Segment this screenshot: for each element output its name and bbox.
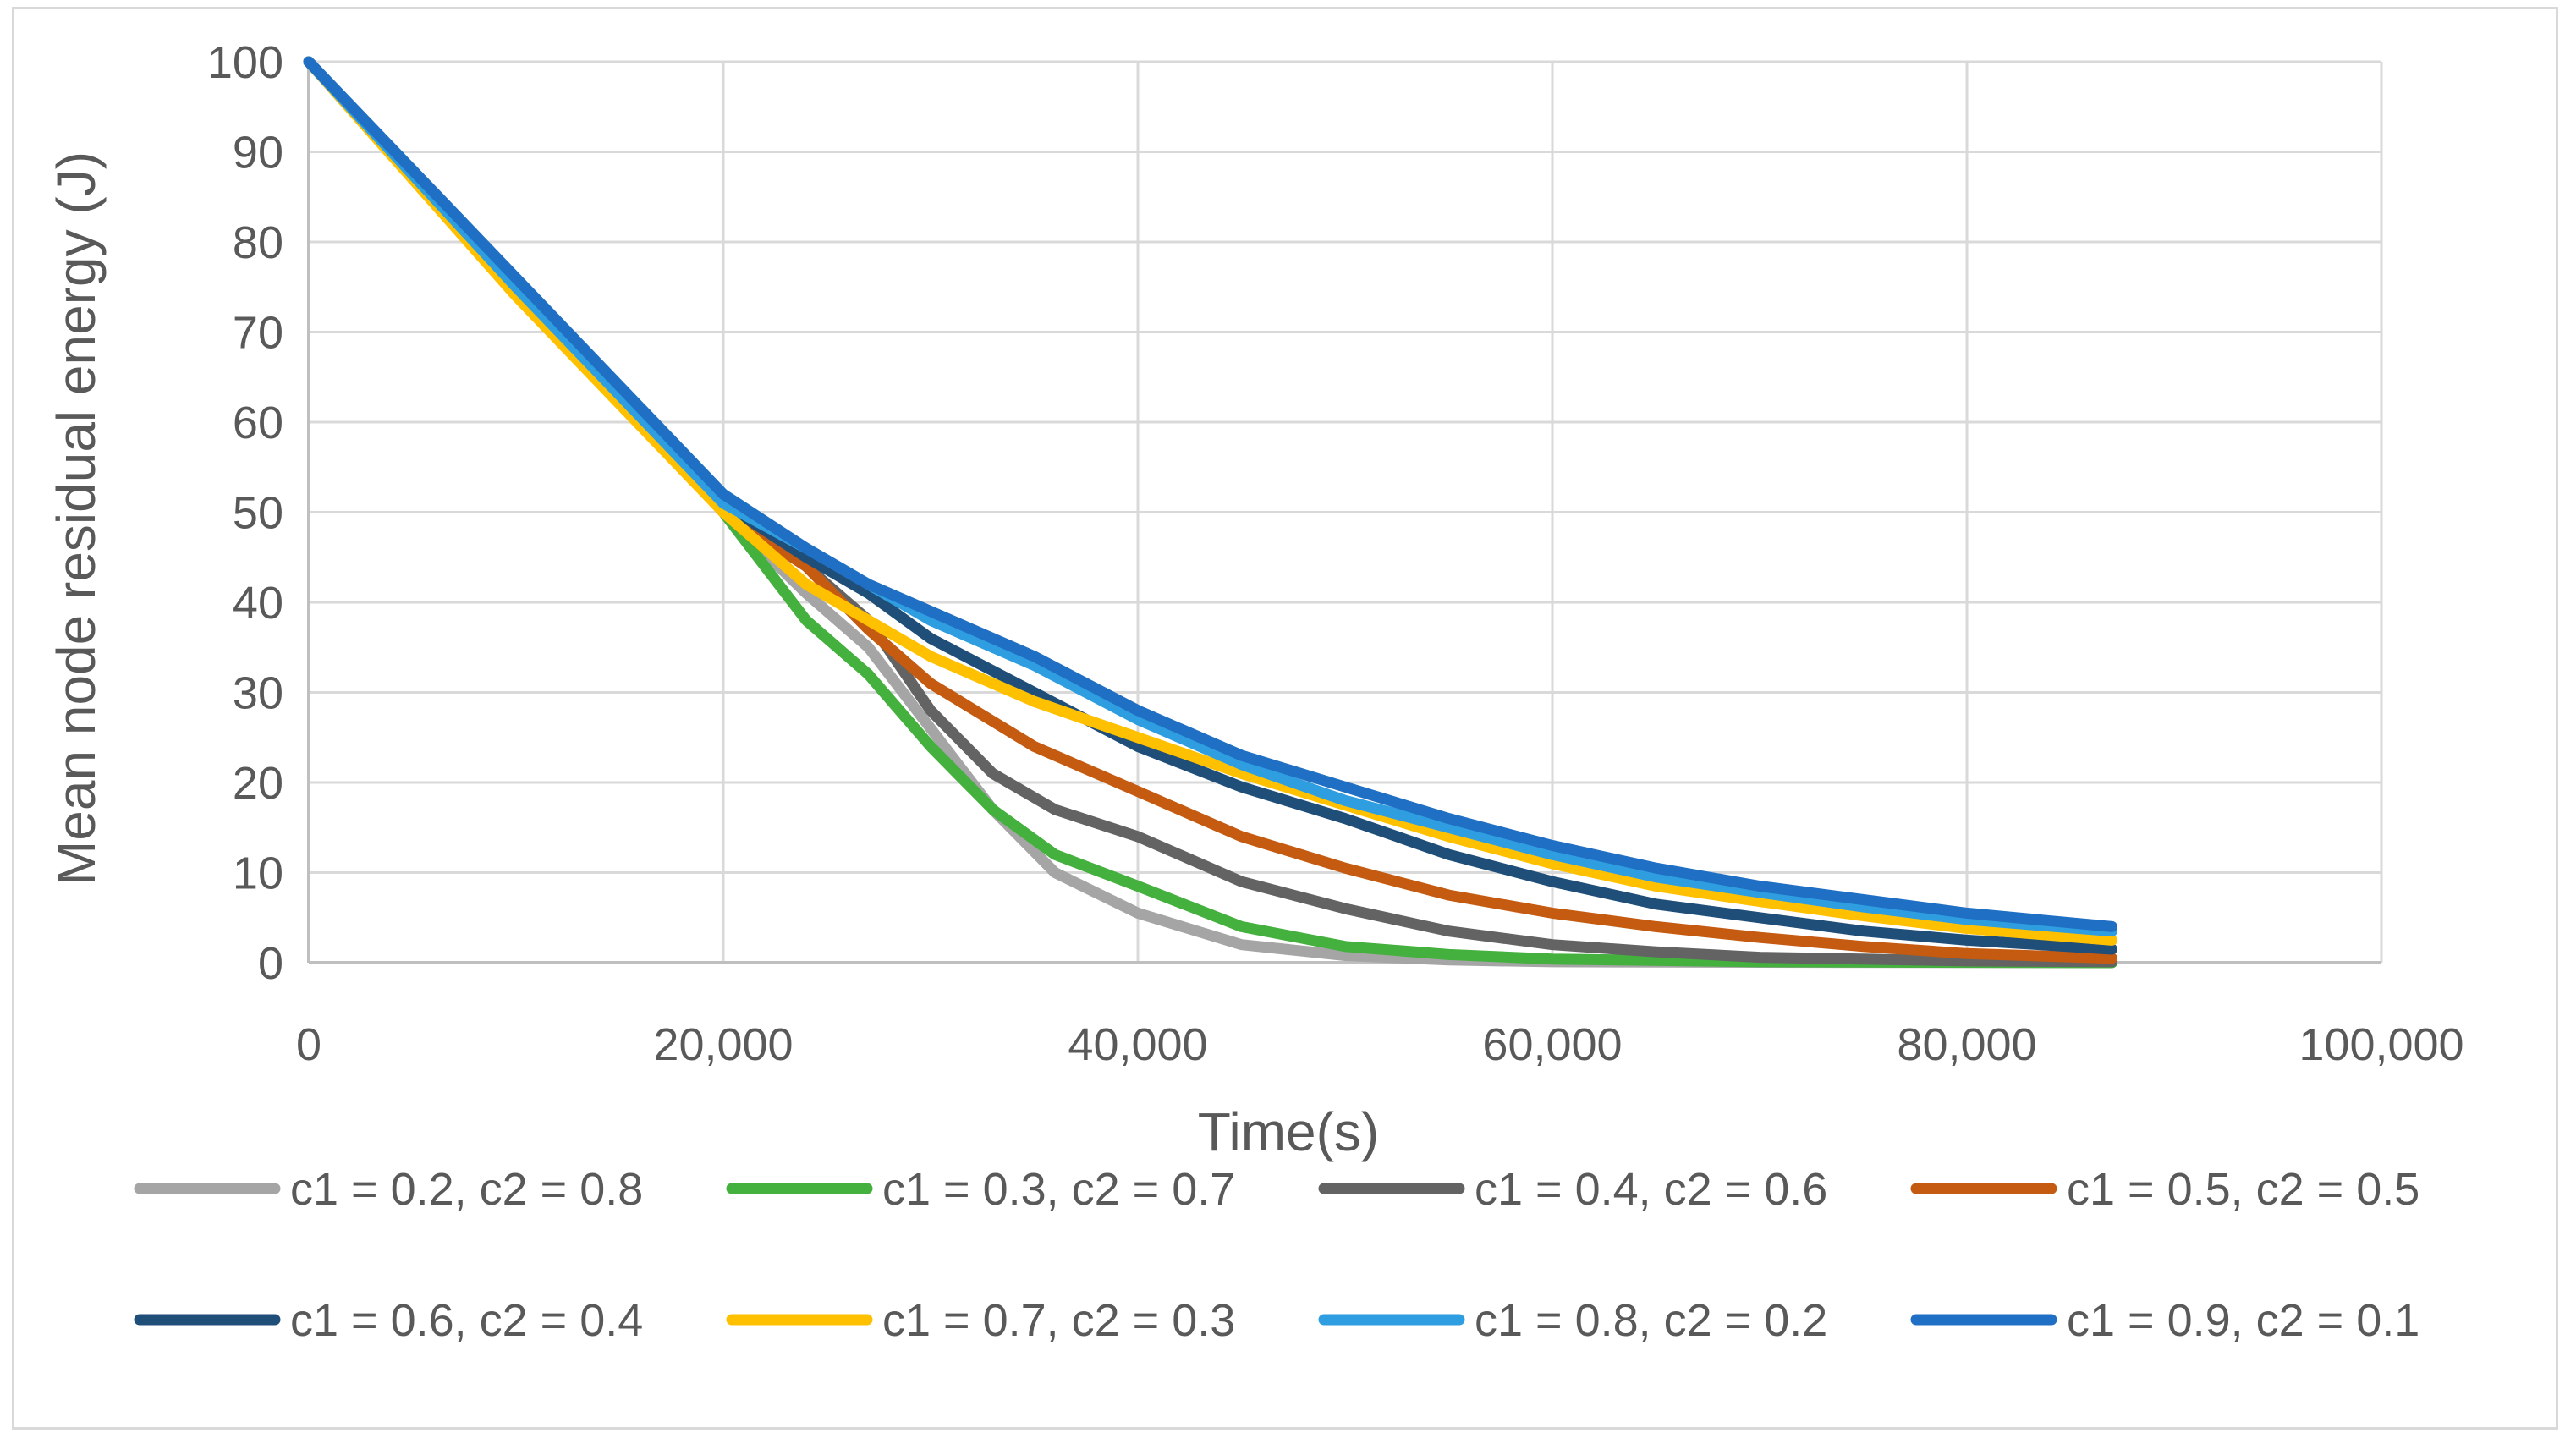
legend-label: c1 = 0.2, c2 = 0.8 bbox=[290, 1164, 643, 1215]
y-tick-label: 10 bbox=[233, 848, 283, 899]
x-tick-label: 80,000 bbox=[1897, 1019, 2036, 1070]
series-line bbox=[303, 56, 2117, 969]
y-tick-label: 30 bbox=[233, 668, 283, 719]
legend: c1 = 0.2, c2 = 0.8 c1 = 0.3, c2 = 0.7 c1 =… bbox=[134, 1164, 2419, 1346]
legend-label: c1 = 0.5, c2 = 0.5 bbox=[2067, 1164, 2419, 1215]
series-line bbox=[303, 56, 2117, 937]
legend-label: c1 = 0.3, c2 = 0.7 bbox=[882, 1164, 1235, 1215]
y-tick-label: 100 bbox=[207, 37, 283, 88]
legend-label: c1 = 0.8, c2 = 0.2 bbox=[1475, 1295, 1827, 1346]
series-line bbox=[303, 56, 2117, 932]
gridlines bbox=[307, 60, 2383, 964]
y-axis-ticks: 0 10 20 30 40 50 60 70 80 90 100 bbox=[207, 37, 283, 989]
y-tick-label: 80 bbox=[233, 217, 283, 268]
x-tick-label: 100,000 bbox=[2299, 1019, 2463, 1070]
x-tick-label: 40,000 bbox=[1068, 1019, 1207, 1070]
legend-label: c1 = 0.7, c2 = 0.3 bbox=[882, 1295, 1235, 1346]
y-tick-label: 0 bbox=[258, 938, 283, 989]
series-line bbox=[303, 56, 2117, 946]
legend-label: c1 = 0.4, c2 = 0.6 bbox=[1475, 1164, 1827, 1215]
series-lines bbox=[303, 56, 2117, 969]
x-axis-ticks: 0 20,000 40,000 60,000 80,000 100,000 bbox=[296, 1019, 2464, 1070]
y-axis-title: Mean node residual energy (J) bbox=[46, 151, 107, 886]
y-tick-label: 70 bbox=[233, 308, 283, 359]
series-line bbox=[303, 56, 2117, 955]
x-tick-label: 0 bbox=[296, 1019, 321, 1070]
x-axis-title: Time(s) bbox=[1198, 1101, 1379, 1162]
legend-label: c1 = 0.6, c2 = 0.4 bbox=[290, 1295, 643, 1346]
y-tick-label: 60 bbox=[233, 398, 283, 448]
series-line bbox=[303, 56, 2117, 964]
y-tick-label: 20 bbox=[233, 758, 283, 809]
y-tick-label: 50 bbox=[233, 488, 283, 539]
y-tick-label: 90 bbox=[233, 128, 283, 178]
chart-frame bbox=[12, 7, 2558, 1430]
x-tick-label: 20,000 bbox=[653, 1019, 793, 1070]
y-tick-label: 40 bbox=[233, 578, 283, 629]
x-tick-label: 60,000 bbox=[1482, 1019, 1622, 1070]
legend-label: c1 = 0.9, c2 = 0.1 bbox=[2067, 1295, 2419, 1346]
